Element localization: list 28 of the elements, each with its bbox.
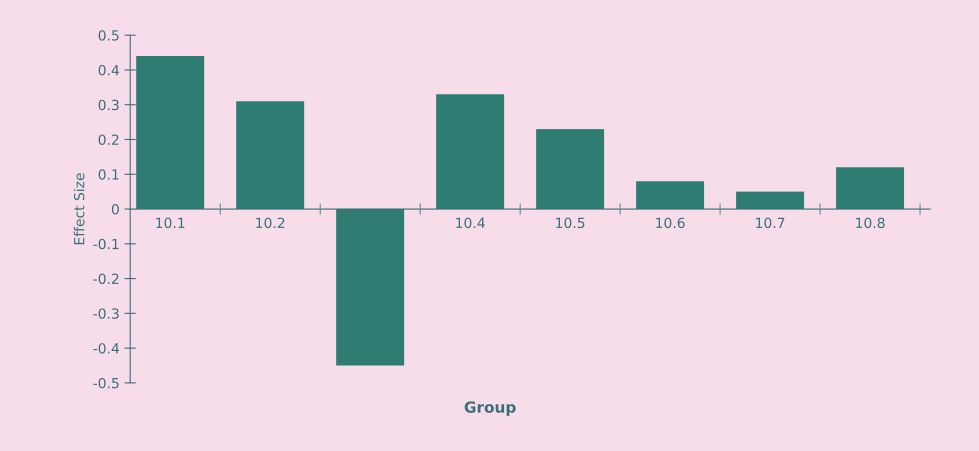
y-tick-label: -0.2 [93, 274, 118, 284]
bar [736, 192, 804, 210]
x-tick-label: 10.8 [856, 218, 885, 228]
y-tick-label: 0.3 [98, 100, 119, 110]
x-tick-label: 10.4 [456, 218, 485, 228]
bar [436, 94, 504, 210]
x-tick-label: 10.1 [156, 218, 184, 228]
y-tick-label: -0.1 [93, 238, 119, 250]
x-tick-label: 10.5 [556, 218, 584, 228]
y-tick-label: -0.5 [93, 378, 119, 388]
y-tick-label: -0.4 [93, 343, 120, 354]
y-tick-label: -0.3 [93, 308, 119, 319]
x-tick-label: 10.2 [256, 218, 284, 228]
bar [236, 101, 304, 210]
x-tick-label: 10.7 [756, 218, 784, 228]
x-axis-title: Group [464, 401, 516, 416]
y-tick-label: 0.2 [98, 134, 118, 145]
y-tick-label: 0 [112, 204, 119, 215]
x-tick-label: 10.6 [656, 218, 685, 228]
y-tick-label: 0.4 [98, 64, 120, 76]
y-tick-label: 0.1 [98, 169, 119, 180]
bar [536, 129, 604, 210]
y-tick-label: 0.5 [98, 30, 119, 41]
y-axis-title: Effect Size [74, 173, 84, 244]
bar [336, 209, 404, 366]
bar [636, 181, 704, 210]
bar [836, 167, 904, 210]
bar [136, 56, 204, 210]
